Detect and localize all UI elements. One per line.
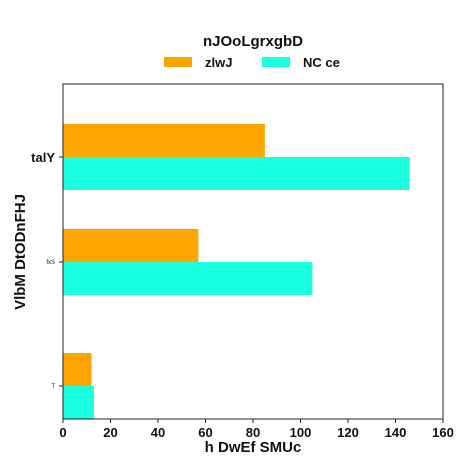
legend-label-zlwj: zlwJ [205, 55, 232, 70]
x-tick-label: 100 [290, 425, 312, 440]
legend-swatch-zlwj [164, 57, 192, 67]
chart-title: nJOoLgrxgbD [203, 33, 303, 50]
x-tick-label: 20 [103, 425, 117, 440]
y-tick-label-t: T [51, 384, 55, 390]
y-tick-label-fxs: fxS [46, 260, 55, 266]
bar-nc-ce-t [63, 386, 94, 419]
legend-swatch-nc-ce [262, 57, 290, 67]
bars-group [63, 124, 410, 419]
x-tick-label: 140 [385, 425, 407, 440]
bar-nc-ce-fxs [63, 262, 313, 295]
legend: zlwJ NC ce [164, 55, 340, 70]
y-axis-ticks: talY fxS T [31, 150, 63, 390]
y-axis-title: VlbM DtODnFHJ [12, 194, 29, 310]
x-tick-label: 40 [151, 425, 165, 440]
bar-zlwj-t [63, 353, 92, 386]
x-tick-label: 0 [59, 425, 66, 440]
legend-label-nc-ce: NC ce [303, 55, 340, 70]
x-axis-ticks: 0 20 40 60 80 100 120 140 160 [59, 419, 454, 440]
x-tick-label: 80 [246, 425, 260, 440]
x-axis-title: h DwEf SMUc [205, 439, 302, 456]
x-tick-label: 160 [432, 425, 454, 440]
bar-zlwj-fxs [63, 229, 199, 262]
x-tick-label: 120 [337, 425, 359, 440]
y-tick-label-taly: talY [31, 150, 55, 165]
bar-nc-ce-taly [63, 157, 410, 190]
bar-zlwj-taly [63, 124, 265, 157]
x-tick-label: 60 [198, 425, 212, 440]
